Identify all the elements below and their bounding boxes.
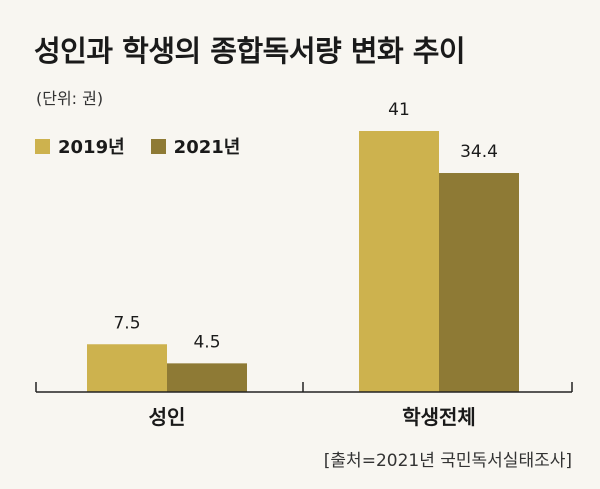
value-label-2019-0: 7.5 xyxy=(113,313,140,333)
legend-label-2019: 2019년 xyxy=(58,137,125,158)
unit-label: (단위: 권) xyxy=(36,89,104,108)
legend: 2019년 2021년 xyxy=(35,133,256,159)
category-label-1: 학생전체 xyxy=(402,405,476,429)
value-label-2019-1: 41 xyxy=(388,100,410,120)
bar-2019-0 xyxy=(87,344,167,392)
source-note: [출처=2021년 국민독서실태조사] xyxy=(323,451,572,471)
legend-item-2021: 2021년 xyxy=(150,133,241,159)
category-label-0: 성인 xyxy=(149,405,186,429)
bar-2021-0 xyxy=(167,363,247,392)
legend-swatch-2019 xyxy=(35,138,50,154)
value-label-2021-1: 34.4 xyxy=(460,142,498,162)
legend-label-2021: 2021년 xyxy=(173,137,241,158)
legend-item-2019: 2019년 xyxy=(35,133,125,159)
value-label-2021-0: 4.5 xyxy=(193,332,220,352)
bar-2019-1 xyxy=(359,131,439,392)
bar-2021-1 xyxy=(439,173,519,392)
legend-swatch-2021 xyxy=(150,138,166,154)
chart-title: 성인과 학생의 종합독서량 변화 추이 xyxy=(34,34,466,68)
